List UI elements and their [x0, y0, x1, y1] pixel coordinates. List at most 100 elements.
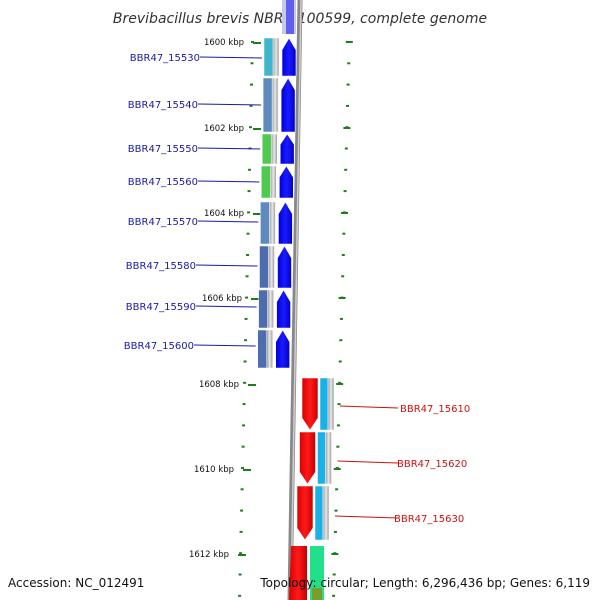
- scale-label: 1604 kbp: [204, 209, 244, 219]
- scale-dot: [239, 530, 243, 533]
- scale-dot: [249, 104, 253, 107]
- feature-bar-grey: [270, 165, 277, 199]
- feature-bar-colored: [258, 289, 268, 329]
- scale-dot: [341, 275, 345, 278]
- forward-gene-arrow: [278, 165, 294, 199]
- scale-dot: [247, 211, 251, 214]
- reverse-gene-arrow: [299, 431, 316, 485]
- feature-bar-grey: [270, 133, 278, 165]
- feature-bar-grey: [325, 431, 332, 485]
- gene-label-forward: BBR47_15600: [124, 341, 194, 352]
- major-tick: [338, 297, 346, 299]
- label-leader: [197, 220, 259, 223]
- feature-bar-colored: [259, 245, 269, 289]
- feature-bar-colored: [262, 77, 273, 133]
- gene-label-forward: BBR47_15550: [128, 144, 198, 155]
- major-tick: [251, 298, 259, 300]
- major-tick: [253, 128, 261, 130]
- forward-gene-arrow: [277, 245, 292, 289]
- gene-label-forward: BBR47_15540: [128, 100, 198, 111]
- label-leader: [339, 405, 399, 409]
- scale-dot: [242, 424, 246, 427]
- scale-dot: [240, 488, 244, 491]
- scale-dot: [342, 232, 346, 235]
- scale-dot: [244, 317, 248, 320]
- scale-dot: [334, 509, 338, 512]
- feature-bar-colored: [260, 201, 270, 245]
- scale-dot: [241, 445, 245, 448]
- forward-gene-arrow: [275, 329, 291, 369]
- scale-dot: [347, 62, 351, 65]
- scale-dot: [339, 317, 343, 320]
- backbone-layer: [287, 0, 303, 600]
- scale-dot: [248, 168, 252, 171]
- scale-dot: [338, 360, 342, 363]
- accession-text: Accession: NC_012491: [8, 576, 145, 590]
- scale-dot: [333, 530, 337, 533]
- scale-dot: [343, 190, 347, 193]
- label-leader: [197, 147, 261, 150]
- label-leader: [195, 264, 258, 267]
- reverse-gene-arrow: [301, 377, 319, 431]
- tick-layer: 1600 kbp 1602 kbp 1604 kbp 1606 kbp 1608 kbp…: [189, 38, 353, 597]
- scale-dot: [244, 339, 248, 342]
- feature-bar-grey: [266, 329, 273, 369]
- major-tick: [253, 42, 261, 44]
- major-tick: [331, 553, 339, 555]
- major-tick: [248, 384, 256, 386]
- major-tick: [333, 468, 341, 470]
- forward-gene-arrow: [280, 77, 296, 133]
- major-tick: [343, 127, 351, 129]
- scale-dot: [251, 41, 255, 43]
- scale-dot: [247, 190, 251, 193]
- feature-bar-grey: [327, 377, 335, 431]
- major-tick: [243, 469, 251, 471]
- scale-dot: [336, 424, 340, 427]
- major-tick: [340, 212, 348, 214]
- major-tick: [345, 41, 353, 43]
- gene-label-forward: BBR47_15590: [126, 302, 196, 313]
- label-leader: [199, 56, 263, 59]
- scale-dot: [250, 83, 254, 86]
- scale-dot: [341, 254, 345, 256]
- reverse-gene-arrow: [296, 485, 314, 541]
- feature-bar-colored: [317, 431, 326, 485]
- scale-dot: [245, 296, 249, 299]
- feature-bar-green-bottom: [310, 546, 324, 600]
- scale-dot: [346, 83, 350, 86]
- feature-bar-colored: [257, 329, 267, 369]
- label-leader: [195, 305, 257, 308]
- label-leader: [193, 344, 256, 347]
- scale-dot: [242, 403, 246, 406]
- scale-dot: [344, 147, 348, 150]
- scale-dot: [243, 381, 247, 384]
- scale-label: 1608 kbp: [199, 380, 239, 390]
- topology-text: Topology: circular; Length: 6,296,436 bp…: [260, 576, 590, 590]
- feature-bar-colored: [261, 165, 271, 199]
- scale-dot: [246, 232, 250, 235]
- forward-gene-arrow: [276, 289, 291, 329]
- scale-dot: [338, 381, 342, 384]
- scale-dot: [336, 445, 340, 448]
- label-leader: [337, 460, 399, 464]
- scale-dot: [335, 488, 339, 491]
- scale-label: 1602 kbp: [204, 124, 244, 134]
- scale-dot: [240, 509, 244, 512]
- gene-label-forward: BBR47_15580: [126, 261, 196, 272]
- scale-label: 1600 kbp: [204, 38, 244, 48]
- label-leader: [197, 103, 262, 106]
- scale-dot: [238, 573, 242, 576]
- scale-dot: [332, 573, 336, 576]
- gene-label-reverse: BBR47_15630: [394, 514, 464, 525]
- scale-label: 1610 kbp: [194, 465, 234, 475]
- scale-dot: [241, 467, 245, 469]
- major-tick: [238, 554, 246, 556]
- feature-bar-colored: [263, 37, 274, 77]
- feature-bar-colored: [319, 377, 329, 431]
- scale-dot: [344, 168, 348, 171]
- gene-fragment-top-inner: [286, 0, 294, 34]
- forward-gene-arrow: [279, 133, 295, 165]
- forward-gene-arrow: [278, 201, 293, 245]
- major-tick: [253, 213, 261, 215]
- major-tick: [336, 383, 344, 385]
